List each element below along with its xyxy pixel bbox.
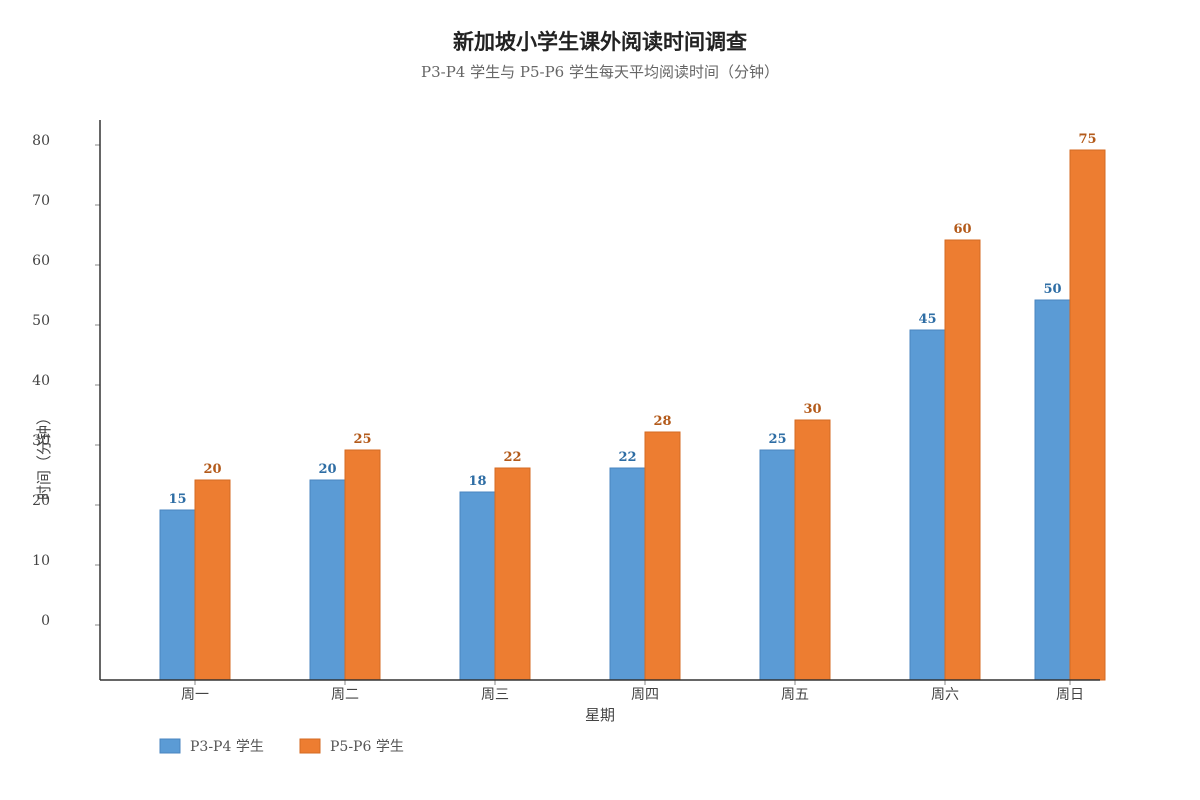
legend-swatch-p5p6 [299, 738, 321, 754]
data-label-series0-1: 20 [318, 462, 336, 477]
bar-series0-1 [309, 479, 346, 681]
bar-series0-6 [1034, 299, 1071, 681]
y-axis-ticks: 0 10 20 30 40 50 60 70 80 [32, 133, 100, 629]
bar-series1-6 [1069, 149, 1106, 681]
y-axis-label: 时间（分钟） [35, 410, 53, 500]
data-label-series1-5: 60 [953, 222, 971, 237]
data-label-series0-3: 22 [618, 450, 636, 465]
bar-series1-3 [644, 431, 681, 681]
data-label-series1-6: 75 [1078, 132, 1096, 147]
data-label-series1-2: 22 [503, 450, 521, 465]
bar-series1-2 [494, 467, 531, 681]
legend-swatch-p3p4 [159, 738, 181, 754]
y-tick-label: 60 [32, 253, 50, 269]
data-label-series1-3: 28 [653, 414, 671, 429]
chart-subtitle: P3-P4 学生与 P5-P6 学生每天平均阅读时间（分钟） [421, 63, 779, 81]
bar-series1-1 [344, 449, 381, 681]
data-label-series0-2: 18 [468, 474, 486, 489]
chart-title: 新加坡小学生课外阅读时间调查 [453, 29, 747, 54]
data-label-series1-4: 30 [803, 402, 821, 417]
y-tick-label: 30 [32, 433, 50, 449]
legend: P3-P4 学生 P5-P6 学生 [159, 738, 404, 755]
x-axis-label: 星期 [585, 706, 615, 724]
bar-series0-4 [759, 449, 796, 681]
bar-series0-0 [159, 509, 196, 681]
bar-series0-5 [909, 329, 946, 681]
data-label-series0-6: 50 [1043, 282, 1061, 297]
y-tick-label: 10 [32, 553, 50, 569]
y-tick-label: 40 [32, 373, 50, 389]
x-tick-label: 周三 [481, 687, 509, 703]
data-label-series1-0: 20 [203, 462, 221, 477]
data-label-series0-0: 15 [168, 492, 186, 507]
x-tick-label: 周五 [781, 687, 809, 703]
y-tick-label: 20 [32, 493, 50, 509]
bar-series0-2 [459, 491, 496, 681]
bars [159, 149, 1106, 681]
x-tick-label: 周一 [181, 687, 209, 703]
x-axis-ticks: 周一 周二 周三 周四 周五 周六 周日 [181, 680, 1084, 703]
y-tick-label: 80 [32, 133, 50, 149]
x-tick-label: 周二 [331, 687, 359, 703]
x-tick-label: 周日 [1056, 687, 1084, 703]
bar-series0-3 [609, 467, 646, 681]
legend-label-p3p4: P3-P4 学生 [190, 739, 264, 755]
bar-series1-4 [794, 419, 831, 681]
data-labels: 15 20 18 22 25 45 50 20 25 22 28 30 60 75 [168, 132, 1096, 507]
y-tick-label: 70 [32, 193, 50, 209]
legend-label-p5p6: P5-P6 学生 [330, 739, 404, 755]
bar-series1-0 [194, 479, 231, 681]
y-tick-label: 0 [41, 613, 50, 629]
data-label-series0-5: 45 [918, 312, 936, 327]
data-label-series0-4: 25 [768, 432, 786, 447]
y-tick-label: 50 [32, 313, 50, 329]
x-tick-label: 周六 [931, 687, 959, 703]
data-label-series1-1: 25 [353, 432, 371, 447]
x-tick-label: 周四 [631, 687, 659, 703]
bar-series1-5 [944, 239, 981, 681]
